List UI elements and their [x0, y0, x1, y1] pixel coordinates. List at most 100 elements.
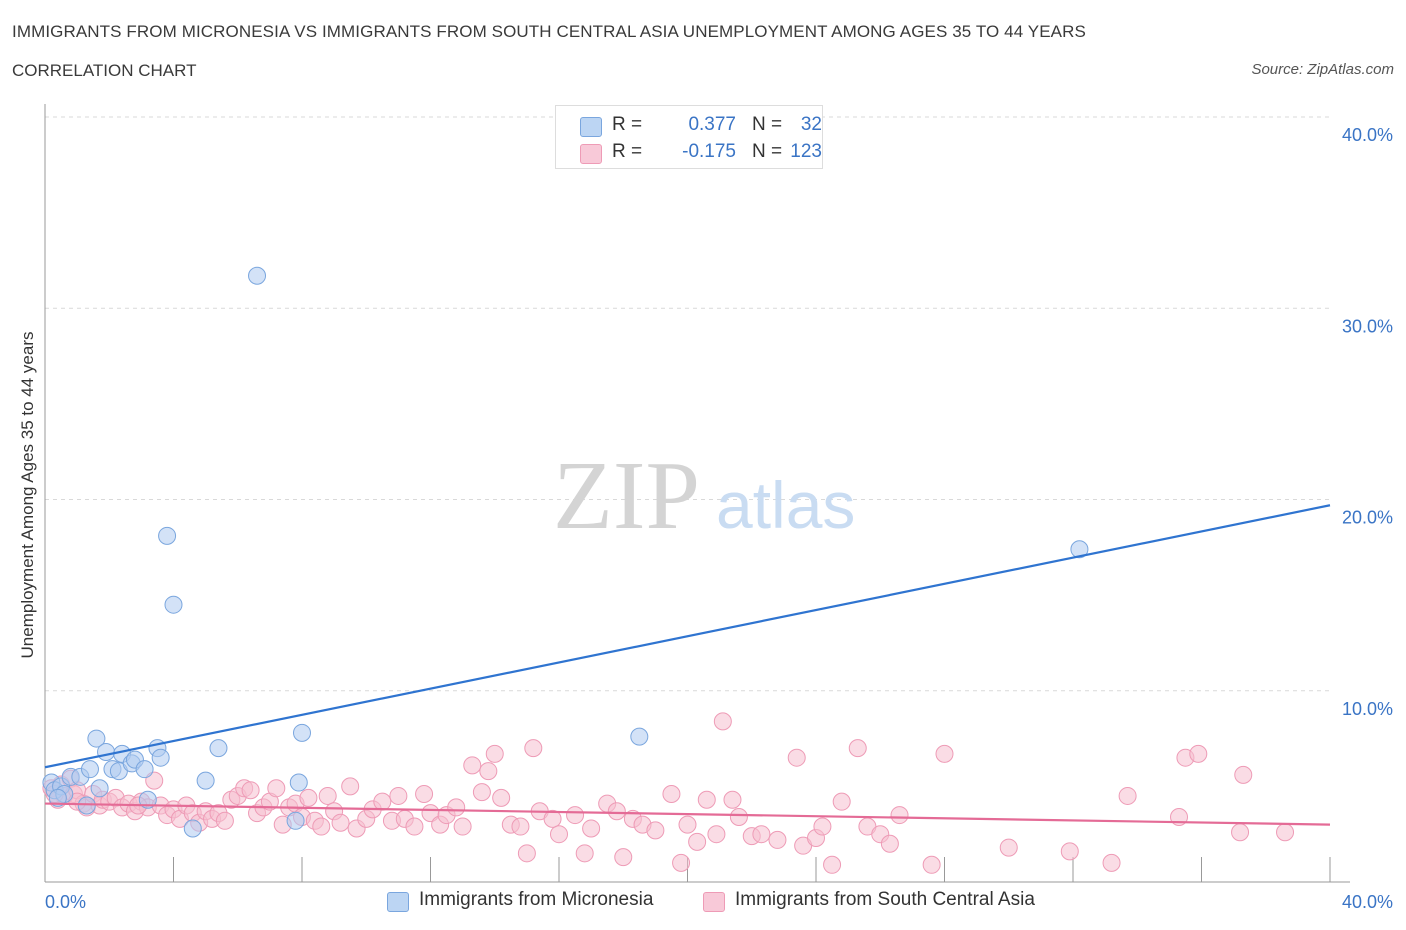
south-central-asia-point: [1276, 823, 1295, 842]
south-central-asia-point: [823, 855, 842, 874]
south-central-asia-point: [832, 792, 851, 811]
south-central-asia-point: [517, 844, 536, 863]
south-central-asia-point: [299, 788, 318, 807]
n-value: 32: [800, 114, 822, 135]
south-central-asia-point: [678, 815, 697, 834]
axes: [44, 104, 1350, 883]
micronesia-point: [97, 742, 116, 761]
micronesia-point: [209, 739, 228, 758]
south-central-asia-point: [752, 825, 771, 844]
blue-swatch: [387, 892, 409, 912]
y-axis-label: Unemployment Among Ages 35 to 44 years: [18, 331, 37, 659]
south-central-asia-point: [331, 813, 350, 832]
chart-subtitle: CORRELATION CHART: [12, 61, 197, 80]
chart-title: IMMIGRANTS FROM MICRONESIA VS IMMIGRANTS…: [12, 22, 1086, 41]
south-central-asia-point: [318, 786, 337, 805]
south-central-asia-point: [524, 739, 543, 758]
south-central-asia-point: [145, 771, 164, 790]
south-central-asia-point: [688, 832, 707, 851]
source-label: Source: ZipAtlas.com: [1251, 61, 1394, 78]
micronesia-point: [183, 819, 202, 838]
south-central-asia-point: [723, 790, 742, 809]
y-tick-label: 10.0%: [1342, 699, 1393, 719]
pink-swatch: [703, 892, 725, 912]
n-value: 123: [790, 141, 822, 162]
south-central-asia-point: [890, 806, 909, 825]
south-central-asia-point: [453, 817, 472, 836]
south-central-asia-point: [999, 838, 1018, 857]
r-label: R =: [612, 114, 643, 135]
south-central-asia-point: [389, 786, 408, 805]
south-central-asia-point: [1102, 853, 1121, 872]
micronesia-point: [90, 779, 109, 798]
y-tick-label: 40.0%: [1342, 125, 1393, 145]
south-central-asia-point: [511, 817, 530, 836]
stats-legend: R = 0.377 N = 32 R = -0.175 N = 123: [555, 105, 823, 169]
south-central-asia-point: [582, 819, 601, 838]
n-label: N =: [752, 114, 783, 135]
south-central-asia-point: [787, 748, 806, 767]
south-central-asia-point: [1118, 786, 1137, 805]
r-value: 0.377: [688, 114, 736, 135]
legend-label: Immigrants from South Central Asia: [735, 889, 1035, 910]
south-central-asia-point: [1189, 744, 1208, 763]
micronesia-point: [286, 811, 305, 830]
south-central-asia-point: [768, 830, 787, 849]
south-central-asia-point: [575, 844, 594, 863]
n-label: N =: [752, 141, 783, 162]
south-central-asia-point: [492, 788, 511, 807]
micronesia-point: [151, 748, 170, 767]
south-central-asia-point: [447, 798, 466, 817]
south-central-asia-point: [479, 762, 498, 781]
micronesia-point: [1070, 540, 1089, 559]
micronesia-point: [87, 729, 106, 748]
south-central-asia-point: [472, 783, 491, 802]
south-central-asia-point: [485, 744, 504, 763]
grid: [45, 116, 1330, 692]
south-central-asia-point: [267, 779, 286, 798]
watermark-zip: ZIP: [553, 442, 700, 550]
south-central-asia-point: [566, 806, 585, 825]
micronesia-point: [196, 771, 215, 790]
south-central-asia-point: [614, 848, 633, 867]
south-central-asia-point: [697, 790, 716, 809]
south-central-asia-point: [880, 834, 899, 853]
trend-lines: [44, 504, 1331, 826]
micronesia-point: [248, 266, 267, 285]
south-central-asia-point: [241, 781, 260, 800]
south-central-asia-point: [463, 756, 482, 775]
watermark-atlas: atlas: [716, 468, 855, 542]
blue-swatch: [580, 117, 602, 137]
south-central-asia-point: [373, 792, 392, 811]
micronesia-point: [630, 727, 649, 746]
south-central-asia-point: [1060, 842, 1079, 861]
south-central-asia-point: [550, 825, 568, 844]
south-central-asia-point: [848, 739, 867, 758]
south-central-asia-point: [543, 809, 562, 828]
micronesia-point: [138, 790, 157, 809]
south-central-asia-trend-line: [44, 802, 1331, 826]
south-central-asia-point: [341, 777, 360, 796]
legend-label: Immigrants from Micronesia: [419, 889, 654, 910]
south-central-asia-point: [215, 811, 234, 830]
south-central-asia-point: [646, 821, 665, 840]
south-central-asia-point: [935, 744, 954, 763]
south-central-asia-point: [607, 802, 626, 821]
x-tick-label: 40.0%: [1342, 892, 1393, 912]
south-central-asia-point: [405, 817, 424, 836]
data-points: [42, 266, 1295, 874]
pink-swatch: [580, 144, 602, 164]
micronesia-point: [48, 788, 67, 807]
south-central-asia-point: [672, 853, 691, 872]
micronesia-point: [164, 595, 183, 614]
south-central-asia-point: [662, 785, 681, 804]
tick-labels: 10.0% 20.0% 30.0% 40.0% 0.0% 40.0%: [45, 125, 1393, 912]
micronesia-point: [293, 723, 311, 742]
south-central-asia-point: [713, 712, 732, 731]
y-tick-label: 30.0%: [1342, 316, 1393, 336]
y-tick-label: 20.0%: [1342, 508, 1393, 528]
south-central-asia-point: [813, 817, 832, 836]
south-central-asia-point: [312, 817, 331, 836]
watermark: ZIP atlas: [553, 442, 855, 550]
micronesia-trend-line: [44, 504, 1331, 769]
